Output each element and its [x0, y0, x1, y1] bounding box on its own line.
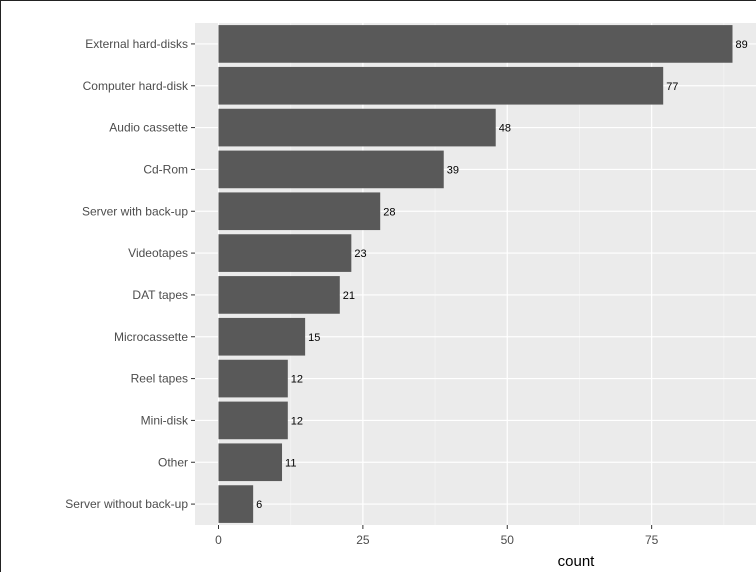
- y-tick-label: Microcassette: [114, 330, 188, 344]
- x-tick-label: 75: [645, 533, 659, 547]
- bar-value-label: 39: [447, 164, 459, 176]
- y-tick-label: Cd-Rom: [143, 162, 188, 176]
- x-tick-label: 25: [356, 533, 370, 547]
- x-axis-title: count: [558, 553, 596, 570]
- y-tick-label: Reel tapes: [131, 372, 188, 386]
- y-tick-label: Audio cassette: [109, 121, 188, 135]
- bar: [218, 443, 283, 482]
- bars: [218, 25, 733, 523]
- bar-value-label: 28: [383, 206, 395, 218]
- bar: [218, 108, 496, 147]
- bar: [218, 192, 381, 231]
- bar-value-label: 15: [308, 332, 320, 344]
- bar-value-label: 12: [291, 374, 303, 386]
- bar-value-label: 23: [354, 248, 366, 260]
- y-tick-label: Mini-disk: [141, 413, 189, 427]
- bar-value-label: 48: [499, 123, 511, 135]
- bar: [218, 234, 352, 272]
- value-labels: 89 77 48 39 28 23 21 15 12 12 11 6: [256, 39, 748, 511]
- x-tick-label: 0: [215, 533, 222, 547]
- y-tick-label: External hard-disks: [85, 37, 188, 51]
- y-axis: External hard-disks Computer hard-disk Aud…: [65, 37, 195, 511]
- bar: [218, 317, 306, 356]
- y-tick-label: Other: [158, 455, 188, 469]
- bar-value-label: 77: [666, 81, 678, 93]
- plot-panel: [195, 23, 756, 525]
- x-axis: 0 25 50 75: [215, 525, 659, 547]
- bar-value-label: 12: [291, 415, 303, 427]
- bar: [218, 66, 664, 105]
- y-tick-label: DAT tapes: [132, 288, 188, 302]
- bar: [218, 150, 444, 189]
- y-tick-label: Videotapes: [128, 246, 188, 260]
- bar-value-label: 89: [736, 39, 748, 51]
- bar: [218, 485, 254, 523]
- y-tick-label: Server with back-up: [82, 204, 188, 218]
- y-tick-label: Computer hard-disk: [83, 79, 189, 93]
- x-tick-label: 50: [501, 533, 515, 547]
- bar: [218, 276, 340, 314]
- y-tick-label: Server without back-up: [65, 497, 188, 511]
- bar-value-label: 21: [343, 290, 355, 302]
- bar-value-label: 11: [285, 457, 296, 469]
- bar: [218, 401, 288, 440]
- bar: [218, 25, 733, 63]
- bar-value-label: 6: [256, 499, 262, 511]
- bar: [218, 359, 288, 398]
